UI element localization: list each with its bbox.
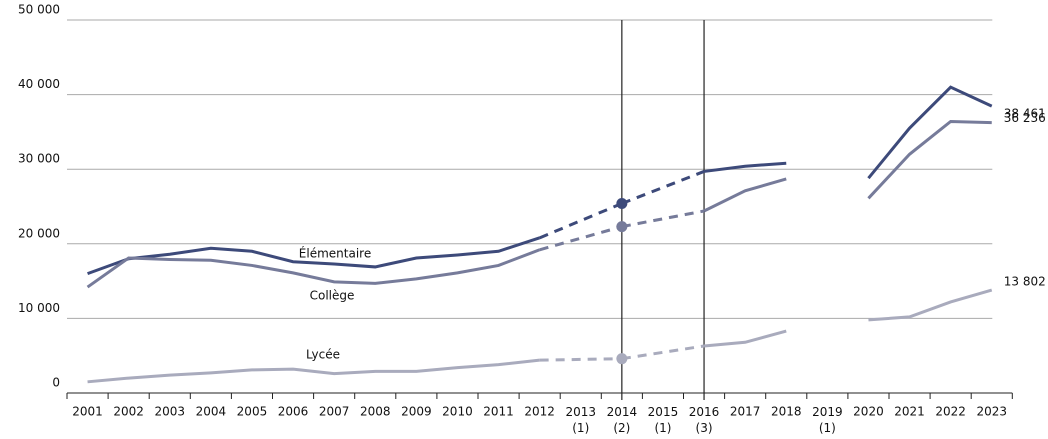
series-line (87, 288, 993, 384)
y-tick-label: 50 000 (18, 3, 60, 17)
x-tick-label: 2013 (1) (565, 405, 596, 435)
dashed-line (539, 225, 623, 252)
x-tick-label: 2002 (113, 405, 144, 419)
series-label: Collège (310, 289, 355, 303)
x-tick-label: 2005 (237, 405, 268, 419)
x-tick-label: 2003 (154, 405, 185, 419)
dashed-line (539, 202, 623, 240)
x-tick-label: 2004 (196, 405, 227, 419)
series-label: Lycée (306, 348, 340, 362)
value-label: 38 461 (1004, 107, 1046, 121)
value-label: 13 802 (1004, 275, 1046, 289)
x-tick-label: 2011 (483, 405, 514, 419)
x-tick-label: 2014 (2) (607, 405, 638, 435)
x-tick-label: 2010 (442, 405, 473, 419)
x-tick-label: 2019 (1) (812, 405, 843, 435)
y-tick-label: 30 000 (18, 152, 60, 166)
x-tick-label: 2021 (894, 405, 925, 419)
series-label: Élémentaire (299, 246, 371, 261)
x-tick-label: 2018 (771, 405, 802, 419)
point (616, 198, 628, 210)
point (616, 221, 628, 233)
y-tick-label: 20 000 (18, 226, 60, 240)
y-tick-label: 40 000 (18, 77, 60, 91)
dashed-line (621, 344, 705, 361)
x-tick-label: 2020 (853, 405, 884, 419)
x-tick-label: 2023 (976, 405, 1007, 419)
series-line (87, 85, 993, 276)
x-tick-label: 2017 (730, 405, 761, 419)
x-tick-label: 2016 (3) (689, 405, 720, 435)
dashed-line (539, 357, 622, 362)
dashed-line (621, 170, 705, 205)
y-tick-label: 10 000 (18, 301, 60, 315)
x-tick-label: 2006 (278, 405, 309, 419)
x-tick-label: 2001 (72, 405, 103, 419)
x-tick-label: 2015 (1) (648, 405, 679, 435)
x-tick-label: 2012 (524, 405, 555, 419)
point (616, 353, 628, 365)
x-tick-label: 2022 (935, 405, 966, 419)
series-line (86, 119, 992, 289)
x-tick-label: 2008 (360, 405, 391, 419)
x-tick-label: 2007 (319, 405, 350, 419)
dashed-line (621, 209, 705, 229)
y-tick-label: 0 (52, 376, 60, 390)
x-tick-label: 2009 (401, 405, 432, 419)
value-label: 36 236 (1004, 111, 1046, 125)
